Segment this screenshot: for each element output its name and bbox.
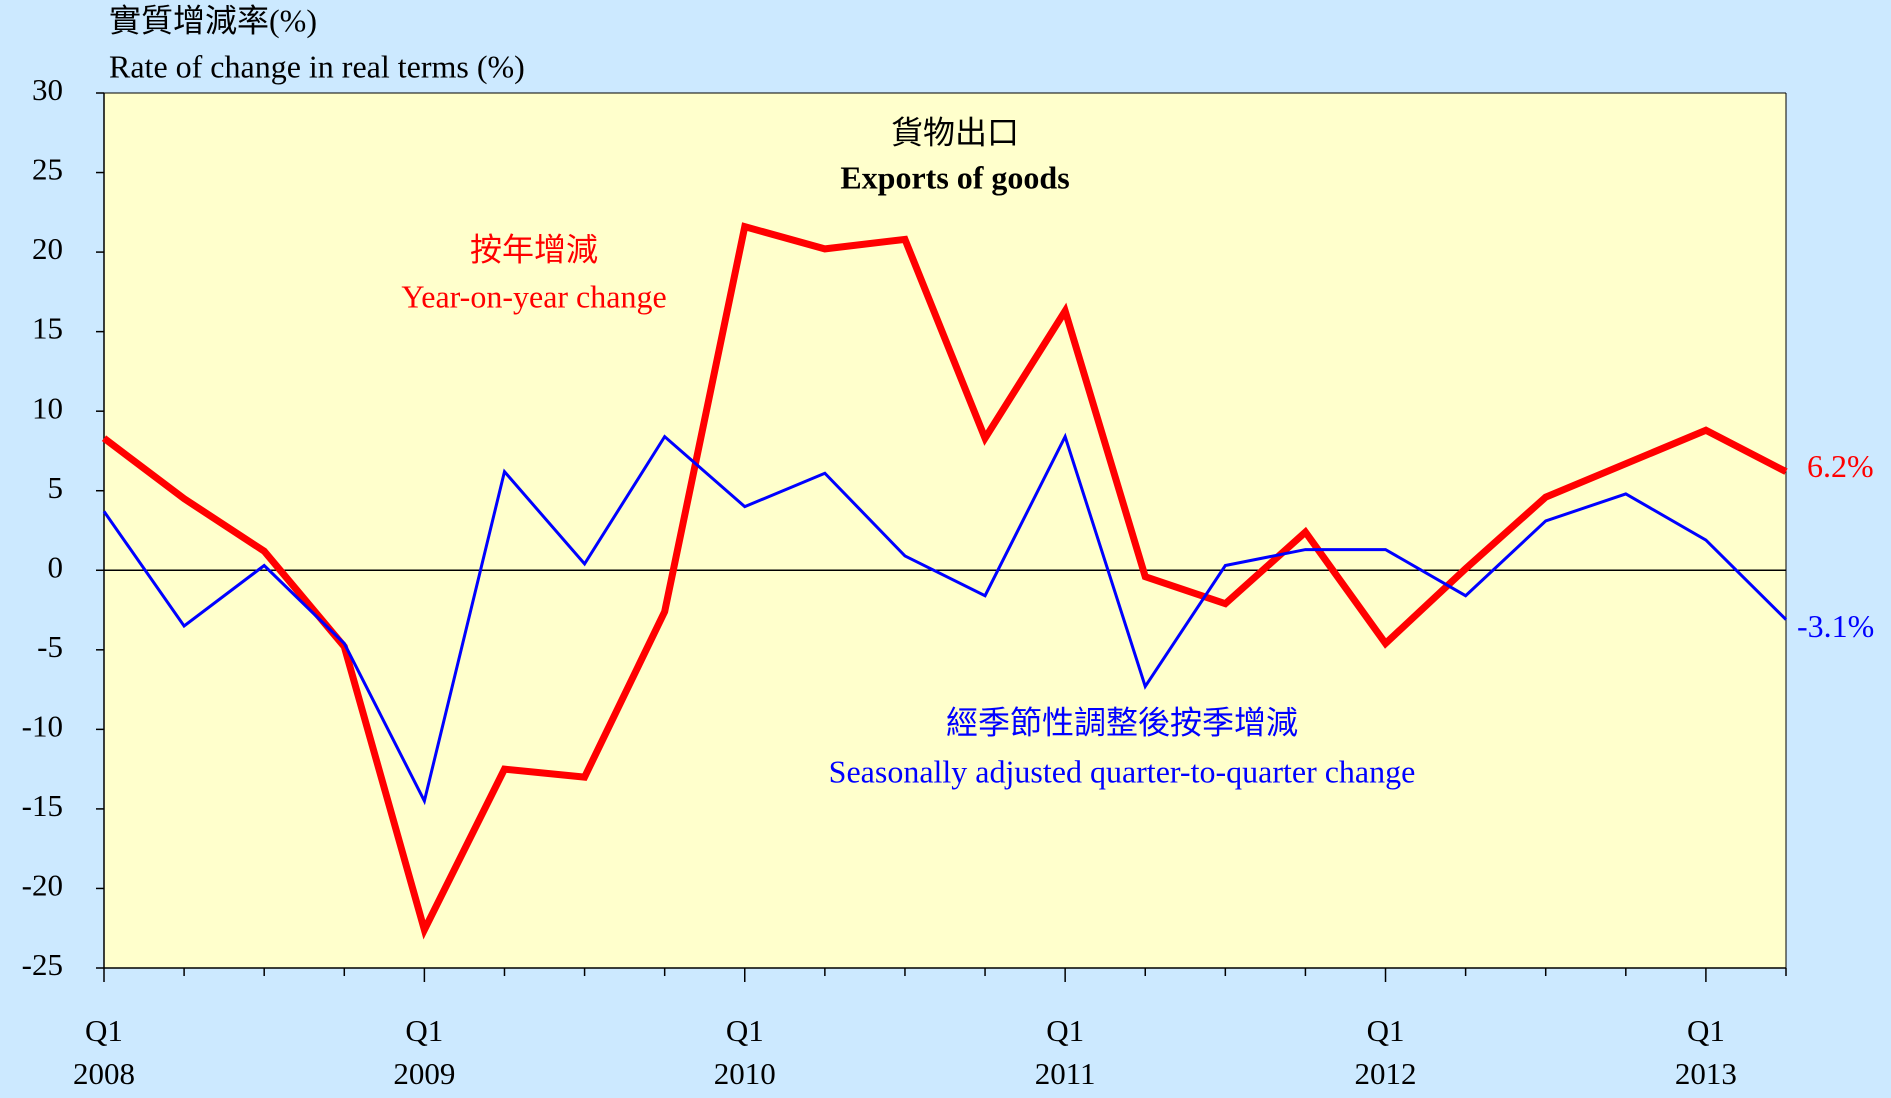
value-label: -3.1%: [1797, 608, 1874, 644]
x-tick-label-line: Q1: [726, 1013, 764, 1048]
chart-title: 貨物出口: [891, 114, 1019, 150]
y-tick-label: -25: [22, 947, 63, 982]
y-axis-label: Rate of change in real terms (%): [109, 48, 525, 84]
x-tick-label-line: Q1: [85, 1013, 123, 1048]
series-label: 按年增減: [470, 231, 598, 267]
y-tick-label: 5: [48, 470, 64, 505]
y-axis-label: 實質增減率(%): [109, 2, 317, 38]
x-tick-label-line: 2009: [393, 1056, 455, 1091]
y-tick-label: -20: [22, 868, 63, 903]
x-tick-label-line: 2012: [1355, 1056, 1417, 1091]
x-tick-label-line: 2010: [714, 1056, 776, 1091]
x-tick-label: Q1 2012: [1355, 1013, 1417, 1091]
x-tick-label: Q1 2010: [714, 1013, 776, 1091]
x-tick-label: Q1 2013: [1675, 1013, 1737, 1091]
y-tick-label: 30: [32, 72, 63, 107]
x-tick-label-line: Q1: [405, 1013, 443, 1048]
y-tick-label: -15: [22, 788, 63, 823]
series-line: [102, 432, 1788, 806]
chart-subtitle: Exports of goods: [840, 159, 1069, 195]
x-tick-label-line: 2013: [1675, 1056, 1737, 1091]
value-label: 6.2%: [1807, 448, 1874, 484]
y-tick-label: 0: [48, 549, 64, 584]
series-label: Seasonally adjusted quarter-to-quarter c…: [829, 753, 1416, 789]
y-tick-label: -10: [22, 708, 63, 743]
x-tick-label-line: Q1: [1367, 1013, 1405, 1048]
y-tick-label: -5: [37, 629, 63, 664]
x-tick-label-line: 2011: [1035, 1056, 1096, 1091]
x-tick-label: Q1 2011: [1035, 1013, 1096, 1091]
y-tick-label: 20: [32, 231, 63, 266]
series-label: 經季節性調整後按季增減: [946, 704, 1298, 740]
series-label: Year-on-year change: [401, 278, 666, 314]
x-tick-label-line: Q1: [1046, 1013, 1084, 1048]
x-tick-label: Q1 2008: [73, 1013, 135, 1091]
x-tick-label-line: 2008: [73, 1056, 135, 1091]
x-tick-label: Q1 2009: [393, 1013, 455, 1091]
x-tick-label-line: Q1: [1687, 1013, 1725, 1048]
series-line: [101, 222, 1788, 940]
y-tick-label: 25: [32, 152, 63, 187]
y-tick-label: 15: [32, 311, 63, 346]
y-tick-label: 10: [32, 390, 63, 425]
